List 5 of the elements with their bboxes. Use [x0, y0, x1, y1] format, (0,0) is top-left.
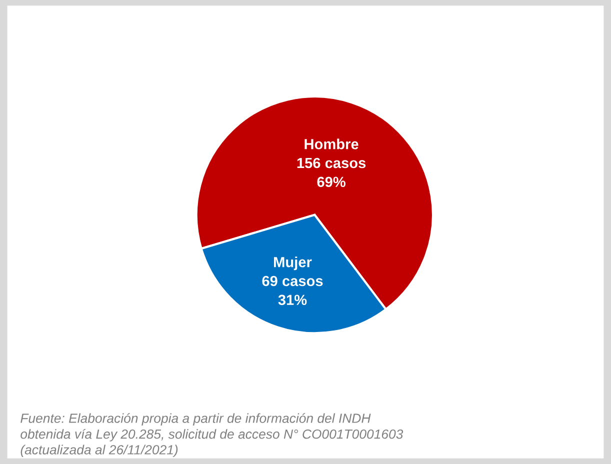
data-label: 156 casos 69% [297, 158, 366, 188]
slice-label: Hombre [304, 138, 358, 150]
source-note: Fuente: Elaboración propia a partir de información del INDH obtenida vía Ley 20.285, solicitud de acceso N° CO001T0001603 (actualizada al 26/11/2021) [20, 413, 404, 458]
slice-label: Mujer [274, 256, 312, 270]
data-label: 69 casos 31% [262, 276, 323, 306]
